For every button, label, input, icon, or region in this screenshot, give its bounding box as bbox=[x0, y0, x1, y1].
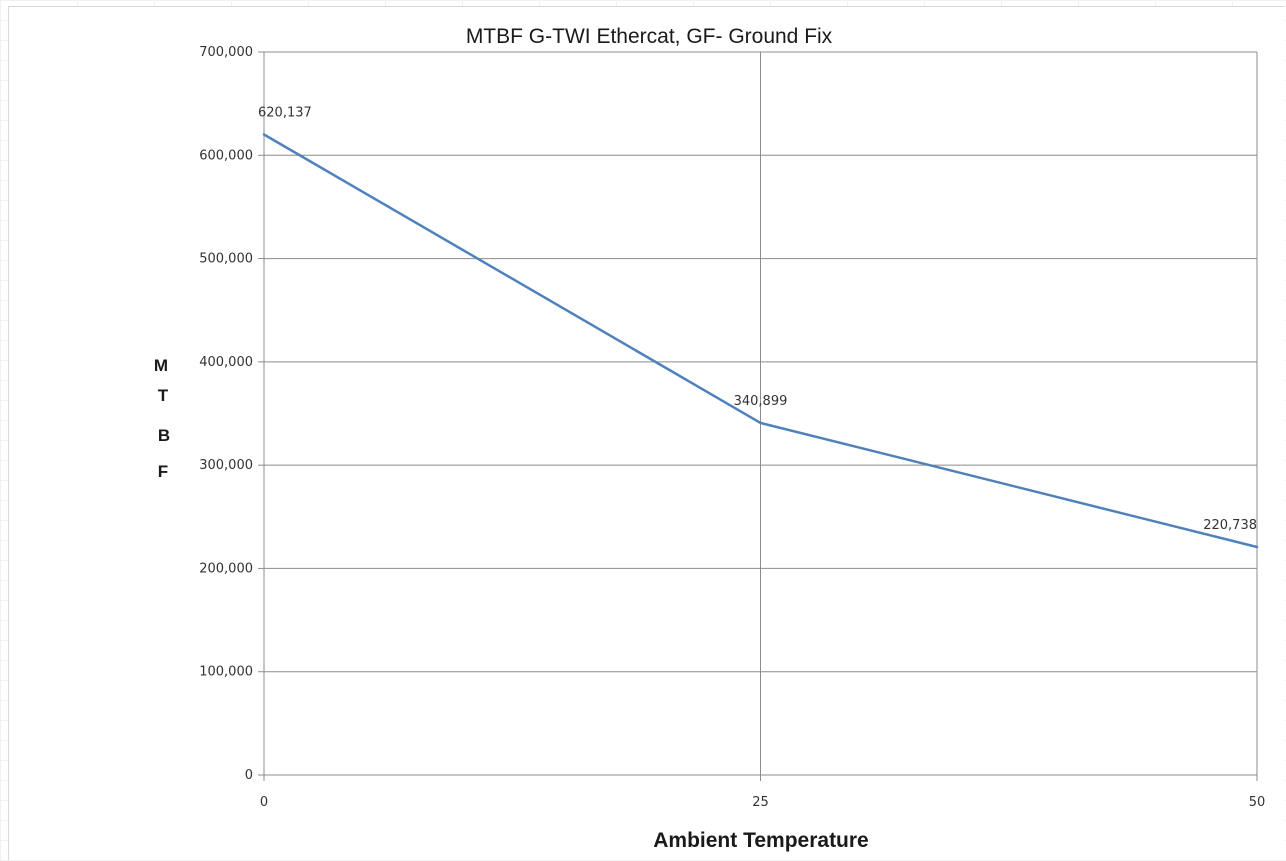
y-axis-label-letter: M bbox=[154, 356, 168, 375]
y-axis-label: M T B F bbox=[154, 356, 170, 481]
chart-title: MTBF G-TWI Ethercat, GF- Ground Fix bbox=[466, 25, 833, 48]
data-label: 620,137 bbox=[258, 105, 312, 120]
y-tick-label: 700,000 bbox=[199, 45, 253, 60]
y-tick-label: 200,000 bbox=[199, 561, 253, 576]
gridlines bbox=[264, 52, 1257, 775]
x-axis-label: Ambient Temperature bbox=[653, 829, 869, 852]
y-tick-label: 400,000 bbox=[199, 355, 253, 370]
axes: 0 100,000 200,000 300,000 400,000 500,000 600,… bbox=[199, 45, 1265, 810]
y-tick-label: 300,000 bbox=[199, 458, 253, 473]
data-label: 220,738 bbox=[1203, 518, 1257, 533]
data-label: 340,899 bbox=[734, 394, 788, 409]
y-tick-label: 500,000 bbox=[199, 252, 253, 267]
x-tick-label: 0 bbox=[260, 795, 268, 810]
y-axis-label-letter: B bbox=[158, 426, 170, 445]
y-axis-label-letter: T bbox=[158, 386, 169, 405]
x-tick-label: 50 bbox=[1249, 795, 1266, 810]
data-labels: 620,137 340,899 220,738 bbox=[258, 105, 1257, 533]
y-tick-label: 0 bbox=[245, 768, 253, 783]
x-tick-label: 25 bbox=[752, 795, 769, 810]
y-axis-label-letter: F bbox=[158, 462, 168, 481]
y-tick-label: 600,000 bbox=[199, 148, 253, 163]
y-tick-label: 100,000 bbox=[199, 665, 253, 680]
